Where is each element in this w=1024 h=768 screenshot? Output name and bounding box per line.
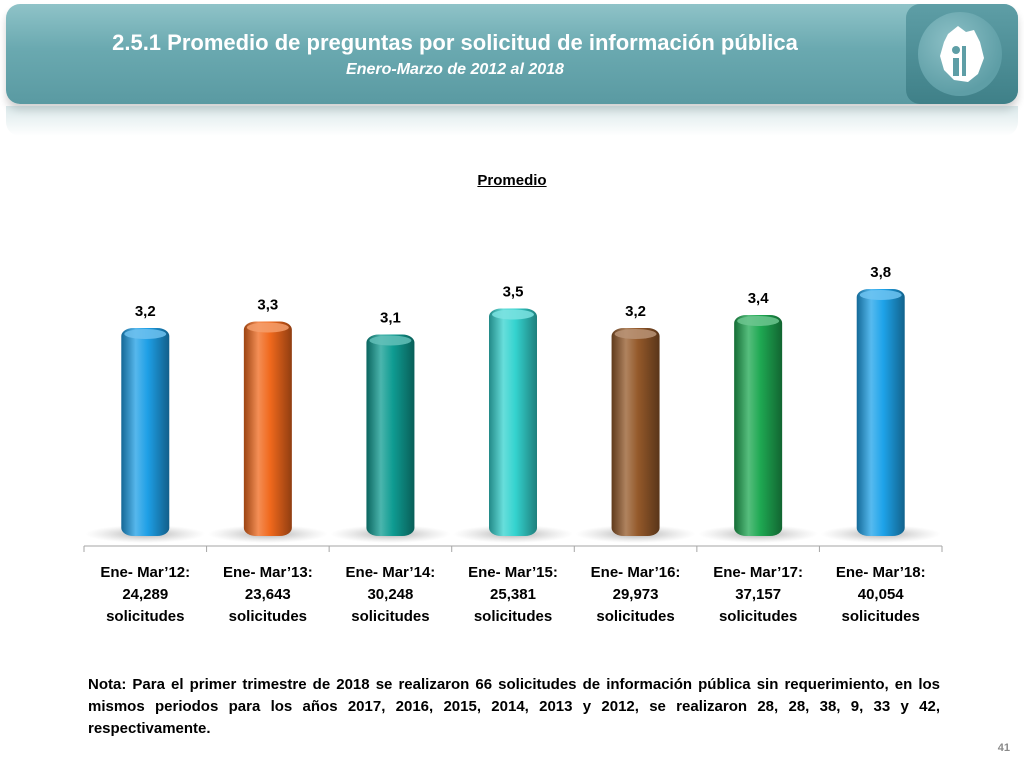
chart-title: Promedio [477, 172, 547, 189]
bar-3 [366, 334, 415, 536]
page-number: 41 [997, 742, 1010, 754]
data-label: 3,8 [870, 264, 891, 281]
logo-circle [918, 12, 1002, 96]
x-tick-label: Ene- Mar’13: 23,643 solicitudes [222, 564, 313, 625]
bar-cap [124, 329, 167, 339]
x-tick-label: Ene- Mar’15: 25,381 solicitudes [468, 564, 558, 625]
bar-6 [734, 315, 783, 536]
bar-cap [859, 290, 902, 300]
data-label: 3,1 [380, 310, 401, 327]
bar-7 [856, 289, 905, 536]
x-tick-label: Ene- Mar’16: 29,973 solicitudes [590, 564, 681, 625]
page-subtitle: Enero-Marzo de 2012 al 2018 [346, 61, 564, 78]
data-label: 3,5 [503, 284, 524, 301]
bar-1 [121, 328, 170, 536]
bar-cap [737, 316, 780, 326]
bar-cap [492, 309, 534, 320]
bar-4 [489, 308, 537, 536]
bar-cap [369, 335, 412, 346]
x-tick-label: Ene- Mar’12: 24,289 solicitudes [100, 564, 191, 625]
header-reflection [6, 106, 1018, 136]
x-tick-label: Ene- Mar’18: 40,054 solicitudes [835, 564, 926, 625]
x-tick-label: Ene- Mar’14: 30,248 solicitudes [345, 564, 436, 625]
data-label: 3,2 [625, 303, 646, 320]
bar-5 [611, 328, 660, 536]
bar-2 [243, 321, 292, 536]
footnote: Nota: Para el primer trimestre de 2018 s… [88, 676, 940, 737]
data-label: 3,4 [748, 290, 770, 307]
data-label: 3,2 [135, 303, 156, 320]
data-label: 3,3 [257, 297, 278, 314]
header-banner [6, 4, 1018, 104]
x-tick-label: Ene- Mar’17: 37,157 solicitudes [713, 564, 804, 625]
logo [906, 4, 1018, 104]
bar-cap [614, 329, 657, 339]
city-map-icon [940, 26, 984, 82]
page-title: 2.5.1 Promedio de preguntas por solicitu… [112, 30, 798, 55]
bar-cap [246, 322, 289, 333]
